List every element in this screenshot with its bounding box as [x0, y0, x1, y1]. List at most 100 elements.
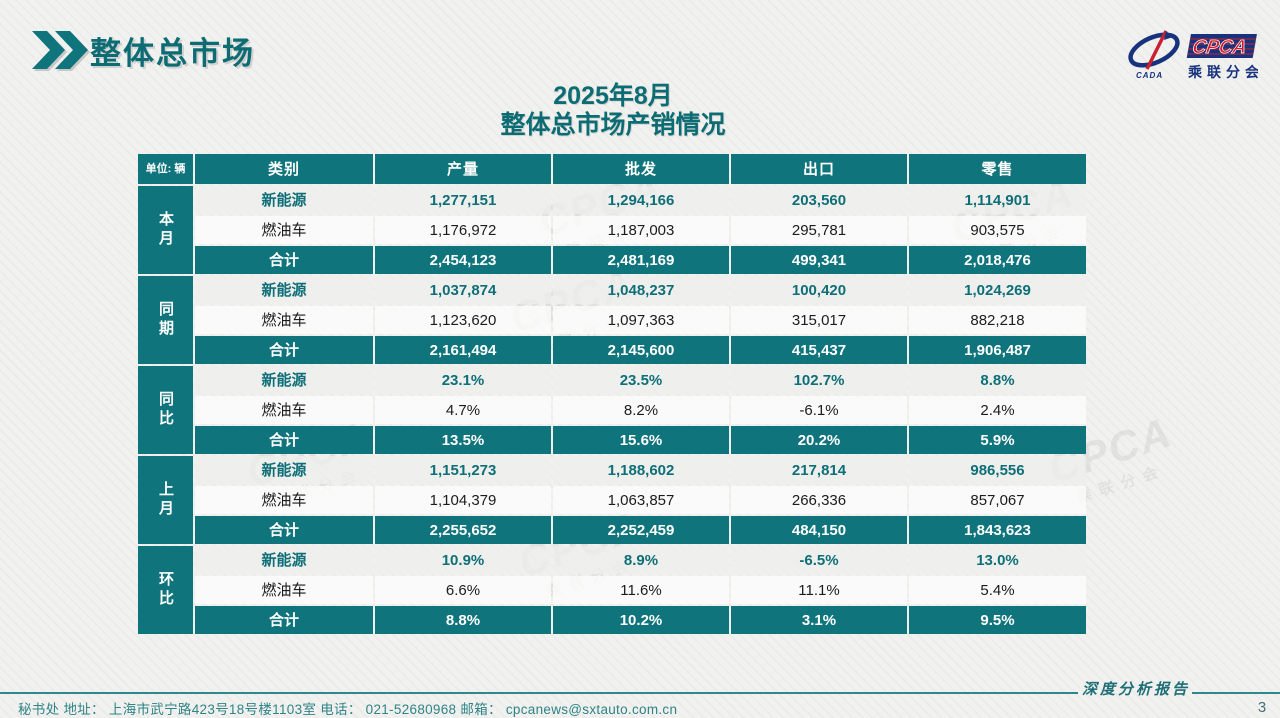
value-cell: 2,252,459	[553, 516, 729, 544]
value-cell: 1,114,901	[909, 186, 1086, 214]
value-cell: 1,176,972	[375, 216, 551, 244]
value-cell: 2,161,494	[375, 336, 551, 364]
value-cell: 295,781	[731, 216, 907, 244]
row-group-label: 本月	[138, 186, 193, 274]
unit-label: 单位: 辆	[138, 154, 193, 184]
logo-org-name: 乘联分会	[1187, 64, 1258, 80]
value-cell: 415,437	[731, 336, 907, 364]
value-cell: 11.6%	[553, 576, 729, 604]
value-cell: 8.9%	[553, 546, 729, 574]
value-cell: 857,067	[909, 486, 1086, 514]
report-type-label: 深度分析报告	[1081, 682, 1190, 698]
value-cell: 1,024,269	[909, 276, 1086, 304]
value-cell: 8.8%	[375, 606, 551, 634]
category-cell: 合计	[195, 516, 373, 544]
value-cell: 903,575	[909, 216, 1086, 244]
value-cell: 1,151,273	[375, 456, 551, 484]
value-cell: 3.1%	[731, 606, 907, 634]
value-cell: 20.2%	[731, 426, 907, 454]
footer-divider-left	[0, 692, 1078, 694]
category-cell: 燃油车	[195, 216, 373, 244]
value-cell: 8.8%	[909, 366, 1086, 394]
value-cell: 1,037,874	[375, 276, 551, 304]
value-cell: 2,018,476	[909, 246, 1086, 274]
logo-cada-text: CADA	[1136, 71, 1163, 80]
value-cell: 2,454,123	[375, 246, 551, 274]
value-cell: 1,188,602	[553, 456, 729, 484]
value-cell: 315,017	[731, 306, 907, 334]
category-cell: 燃油车	[195, 486, 373, 514]
value-cell: 1,097,363	[553, 306, 729, 334]
footer-contact-info: 秘书处 地址： 上海市武宁路423号18号楼1103室 电话： 021-5268…	[18, 702, 678, 717]
value-cell: 266,336	[731, 486, 907, 514]
value-cell: 2,255,652	[375, 516, 551, 544]
value-cell: -6.1%	[731, 396, 907, 424]
value-cell: 986,556	[909, 456, 1086, 484]
value-cell: 5.9%	[909, 426, 1086, 454]
value-cell: 499,341	[731, 246, 907, 274]
value-cell: 882,218	[909, 306, 1086, 334]
value-cell: 10.2%	[553, 606, 729, 634]
page-number: 3	[1257, 699, 1267, 716]
category-cell: 合计	[195, 336, 373, 364]
value-cell: 8.2%	[553, 396, 729, 424]
logo-cpca-text: CPCA	[1191, 37, 1248, 58]
category-cell: 新能源	[195, 276, 373, 304]
row-group-label: 同期	[138, 276, 193, 364]
category-cell: 燃油车	[195, 396, 373, 424]
value-cell: 1,906,487	[909, 336, 1086, 364]
value-cell: 15.6%	[553, 426, 729, 454]
value-cell: 23.5%	[553, 366, 729, 394]
value-cell: 1,294,166	[553, 186, 729, 214]
value-cell: -6.5%	[731, 546, 907, 574]
value-cell: 1,843,623	[909, 516, 1086, 544]
cpca-logo: CADA CPCA 乘联分会	[1126, 28, 1259, 87]
logo-swoosh	[1145, 30, 1168, 70]
section-title: 整体总市场	[90, 36, 255, 71]
column-header: 出口	[731, 154, 907, 184]
value-cell: 1,277,151	[375, 186, 551, 214]
market-table: 单位: 辆类别 产量 批发 出口 零售 本月 新能源 1,277,151 1,294,166 20…	[138, 154, 1088, 636]
value-cell: 484,150	[731, 516, 907, 544]
value-cell: 1,063,857	[553, 486, 729, 514]
category-cell: 燃油车	[195, 306, 373, 334]
category-cell: 新能源	[195, 186, 373, 214]
value-cell: 203,560	[731, 186, 907, 214]
category-cell: 合计	[195, 606, 373, 634]
column-header: 类别	[195, 154, 373, 184]
value-cell: 10.9%	[375, 546, 551, 574]
value-cell: 100,420	[731, 276, 907, 304]
category-cell: 新能源	[195, 366, 373, 394]
value-cell: 102.7%	[731, 366, 907, 394]
value-cell: 1,123,620	[375, 306, 551, 334]
value-cell: 23.1%	[375, 366, 551, 394]
value-cell: 1,048,237	[553, 276, 729, 304]
value-cell: 217,814	[731, 456, 907, 484]
value-cell: 1,187,003	[553, 216, 729, 244]
report-title-subject: 整体总市场产销情况	[500, 111, 726, 139]
value-cell: 2,481,169	[553, 246, 729, 274]
value-cell: 1,104,379	[375, 486, 551, 514]
column-header: 批发	[553, 154, 729, 184]
row-group-label: 上月	[138, 456, 193, 544]
row-group-label: 同比	[138, 366, 193, 454]
footer-divider-right	[1192, 692, 1280, 694]
value-cell: 13.5%	[375, 426, 551, 454]
double-chevron-icon	[32, 31, 88, 74]
value-cell: 11.1%	[731, 576, 907, 604]
category-cell: 新能源	[195, 546, 373, 574]
value-cell: 2.4%	[909, 396, 1086, 424]
value-cell: 2,145,600	[553, 336, 729, 364]
column-header: 产量	[375, 154, 551, 184]
category-cell: 合计	[195, 426, 373, 454]
value-cell: 9.5%	[909, 606, 1086, 634]
row-group-label: 环比	[138, 546, 193, 634]
report-title-date: 2025年8月	[553, 82, 673, 110]
value-cell: 6.6%	[375, 576, 551, 604]
value-cell: 4.7%	[375, 396, 551, 424]
category-cell: 新能源	[195, 456, 373, 484]
category-cell: 合计	[195, 246, 373, 274]
value-cell: 5.4%	[909, 576, 1086, 604]
category-cell: 燃油车	[195, 576, 373, 604]
value-cell: 13.0%	[909, 546, 1086, 574]
